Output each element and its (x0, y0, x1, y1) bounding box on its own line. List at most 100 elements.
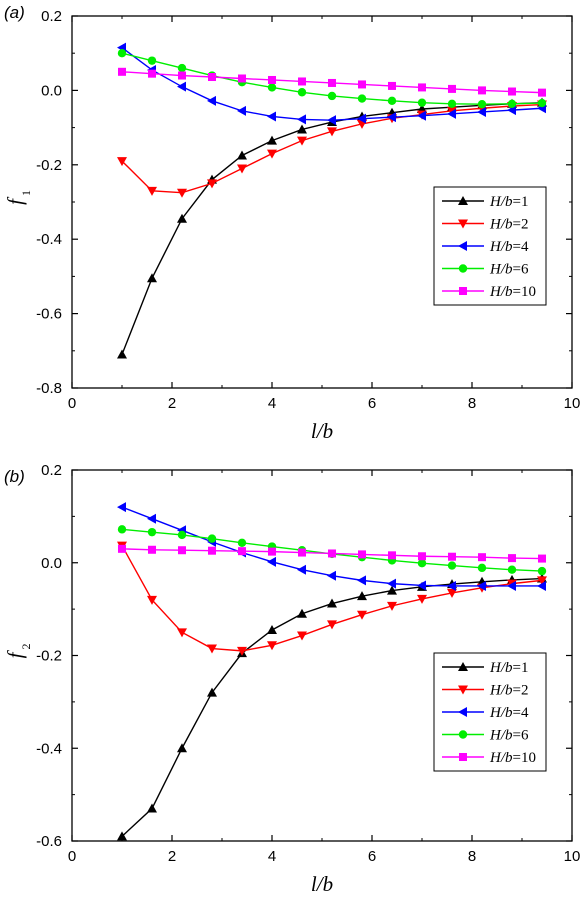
y-tick-label: -0.8 (36, 380, 62, 397)
y-axis-label: f2 (3, 644, 33, 659)
y-tick-label: 0.0 (41, 555, 62, 572)
legend-label: H/b=1 (489, 660, 528, 676)
data-point (208, 73, 216, 82)
data-point (268, 547, 276, 556)
x-tick-label: 10 (564, 848, 581, 865)
data-point (147, 595, 157, 605)
data-point (447, 561, 457, 570)
data-point (237, 150, 247, 160)
data-point (358, 80, 366, 89)
legend: H/b=1H/b=2H/b=4H/b=6H/b=10 (433, 652, 547, 772)
y-tick-label: -0.4 (36, 231, 62, 248)
x-tick-label: 6 (368, 848, 376, 865)
data-point (207, 95, 216, 106)
legend-label-italic: H/b (489, 705, 513, 721)
x-tick-label: 4 (268, 395, 276, 412)
data-point (148, 545, 156, 554)
legend-label-italic: H/b (489, 284, 513, 300)
y-axis-label-subscript: 2 (19, 644, 33, 650)
x-tick-label: 8 (468, 395, 476, 412)
data-point (357, 113, 366, 124)
y-tick-label: -0.6 (36, 833, 62, 850)
legend-label-italic: H/b (489, 683, 513, 699)
data-point (328, 78, 336, 87)
legend-label-value: =1 (513, 194, 529, 210)
x-tick-label: 10 (564, 395, 581, 412)
legend-label: H/b=10 (489, 750, 536, 766)
data-point (118, 67, 126, 76)
series-h-b-4 (117, 502, 546, 591)
legend-swatch-marker (458, 707, 467, 717)
data-point (477, 563, 487, 573)
data-point (177, 213, 187, 223)
data-point (207, 534, 217, 543)
data-point (478, 553, 486, 562)
data-point (297, 124, 307, 134)
data-point (147, 527, 157, 537)
data-point (267, 556, 276, 567)
data-point (327, 598, 337, 608)
data-point (297, 136, 307, 146)
series-h-b-2 (117, 100, 547, 198)
legend-label: H/b=2 (489, 683, 528, 699)
data-point (297, 608, 307, 618)
data-point (447, 588, 457, 598)
x-tick-label: 8 (468, 848, 476, 865)
series-line (121, 545, 543, 652)
y-tick-label: -0.2 (36, 648, 62, 665)
legend-label: H/b=6 (489, 728, 529, 744)
data-point (297, 88, 307, 97)
legend-swatch-marker (458, 685, 468, 695)
data-point (387, 585, 397, 595)
data-point (267, 624, 277, 634)
legend-label-value: =4 (513, 705, 529, 721)
panel-label: (b) (4, 467, 25, 486)
data-point (448, 84, 456, 93)
legend-label-italic: H/b (489, 239, 513, 255)
y-tick-label: -0.6 (36, 306, 62, 323)
data-point (538, 554, 546, 563)
y-axis-label-subscript: 1 (19, 190, 33, 196)
x-tick-label: 0 (68, 848, 76, 865)
data-point (297, 564, 306, 575)
legend-swatch-marker (458, 264, 468, 273)
legend-swatch-marker (459, 287, 467, 295)
data-point (297, 631, 307, 641)
data-point (117, 49, 127, 58)
data-point (147, 56, 157, 65)
data-point (477, 99, 487, 109)
legend-label-value: =2 (513, 217, 529, 233)
data-point (148, 69, 156, 78)
data-point (417, 594, 427, 604)
data-point (327, 115, 336, 126)
data-point (267, 149, 277, 159)
data-point (267, 83, 277, 92)
x-tick-label: 0 (68, 395, 76, 412)
data-point (327, 127, 337, 137)
data-point (357, 591, 367, 601)
data-point (238, 547, 246, 556)
x-tick-label: 4 (268, 848, 276, 865)
data-point (417, 580, 426, 591)
x-tick-label: 2 (168, 395, 176, 412)
data-point (387, 96, 397, 106)
data-point (177, 530, 187, 540)
data-point (447, 99, 457, 108)
legend-label: H/b=1 (489, 194, 528, 210)
data-point (357, 94, 367, 103)
panel-label: (a) (4, 3, 25, 22)
data-point (297, 114, 306, 125)
data-point (537, 576, 547, 586)
data-point (208, 546, 216, 555)
data-point (177, 63, 187, 73)
data-point (537, 580, 546, 591)
data-point (237, 164, 247, 174)
legend-swatch-marker (458, 662, 468, 671)
data-point (117, 502, 126, 513)
data-point (417, 559, 427, 568)
data-point (358, 550, 366, 559)
legend-label-value: =10 (513, 284, 536, 300)
data-point (177, 743, 187, 753)
data-point (117, 525, 127, 534)
